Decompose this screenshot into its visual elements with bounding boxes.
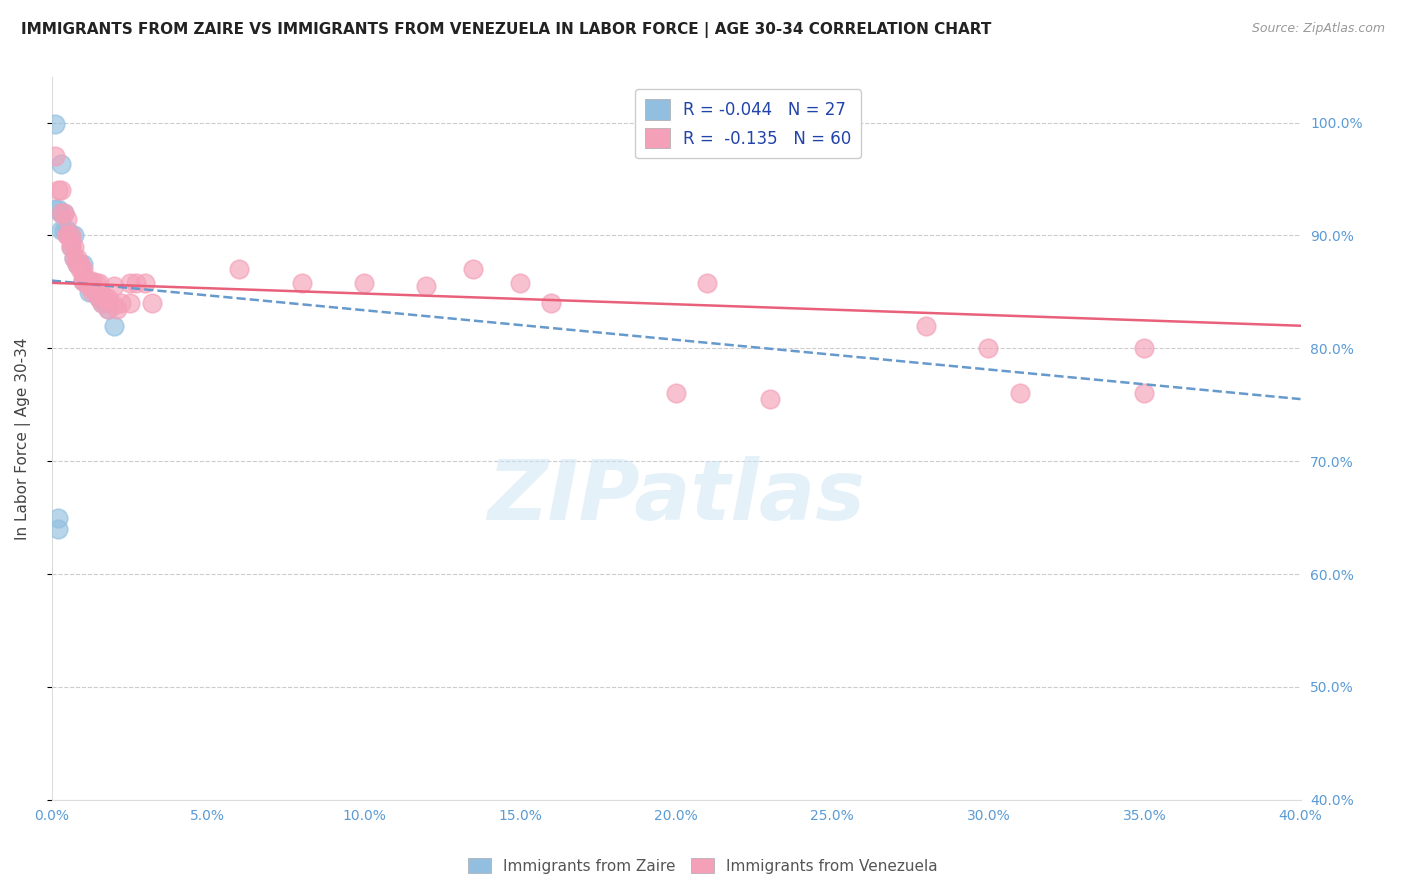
- Point: [56, 228, 79, 243]
- Point: [1133, 341, 1156, 355]
- Point: [46, 510, 69, 524]
- Point: [415, 279, 437, 293]
- Point: [66, 257, 89, 271]
- Point: [90, 287, 112, 301]
- Point: [59, 228, 82, 243]
- Point: [75, 274, 97, 288]
- Point: [56, 211, 79, 226]
- Point: [72, 257, 94, 271]
- Point: [46, 183, 69, 197]
- Point: [82, 285, 104, 299]
- Point: [87, 291, 110, 305]
- Point: [977, 341, 1000, 355]
- Point: [1133, 386, 1156, 401]
- Legend: R = -0.044   N = 27, R =  -0.135   N = 60: R = -0.044 N = 27, R = -0.135 N = 60: [636, 89, 862, 159]
- Point: [759, 392, 782, 406]
- Point: [62, 251, 84, 265]
- Point: [53, 206, 76, 220]
- Text: IMMIGRANTS FROM ZAIRE VS IMMIGRANTS FROM VENEZUELA IN LABOR FORCE | AGE 30-34 CO: IMMIGRANTS FROM ZAIRE VS IMMIGRANTS FROM…: [21, 22, 991, 38]
- Point: [463, 262, 485, 277]
- Point: [79, 274, 101, 288]
- Point: [125, 276, 148, 290]
- Point: [353, 276, 375, 290]
- Point: [59, 234, 82, 248]
- Point: [90, 296, 112, 310]
- Point: [87, 291, 110, 305]
- Point: [82, 279, 104, 293]
- Point: [1008, 386, 1031, 401]
- Point: [59, 228, 82, 243]
- Point: [62, 251, 84, 265]
- Point: [46, 202, 69, 217]
- Point: [75, 274, 97, 288]
- Point: [110, 296, 132, 310]
- Point: [72, 274, 94, 288]
- Point: [665, 386, 688, 401]
- Point: [59, 240, 82, 254]
- Point: [44, 149, 66, 163]
- Point: [105, 301, 128, 316]
- Point: [62, 240, 84, 254]
- Point: [79, 279, 101, 293]
- Point: [103, 279, 125, 293]
- Point: [540, 296, 562, 310]
- Point: [90, 296, 112, 310]
- Point: [118, 296, 141, 310]
- Point: [51, 157, 73, 171]
- Point: [75, 276, 97, 290]
- Point: [134, 276, 156, 290]
- Point: [915, 318, 938, 333]
- Point: [97, 291, 120, 305]
- Text: Source: ZipAtlas.com: Source: ZipAtlas.com: [1251, 22, 1385, 36]
- Point: [72, 274, 94, 288]
- Y-axis label: In Labor Force | Age 30-34: In Labor Force | Age 30-34: [15, 337, 31, 540]
- Point: [46, 522, 69, 536]
- Point: [84, 276, 107, 290]
- Point: [44, 202, 66, 217]
- Point: [228, 262, 250, 277]
- Point: [69, 262, 91, 277]
- Point: [141, 296, 163, 310]
- Point: [72, 262, 94, 277]
- Point: [79, 276, 101, 290]
- Text: ZIPatlas: ZIPatlas: [488, 456, 865, 537]
- Point: [66, 251, 89, 265]
- Point: [97, 301, 120, 316]
- Point: [94, 291, 117, 305]
- Point: [62, 228, 84, 243]
- Point: [103, 298, 125, 312]
- Point: [290, 276, 312, 290]
- Point: [84, 285, 107, 299]
- Point: [118, 276, 141, 290]
- Point: [69, 257, 91, 271]
- Point: [53, 206, 76, 220]
- Point: [87, 276, 110, 290]
- Point: [53, 223, 76, 237]
- Point: [82, 274, 104, 288]
- Point: [509, 276, 531, 290]
- Point: [66, 257, 89, 271]
- Point: [72, 268, 94, 282]
- Point: [56, 223, 79, 237]
- Point: [97, 301, 120, 316]
- Point: [51, 206, 73, 220]
- Point: [103, 318, 125, 333]
- Point: [84, 285, 107, 299]
- Point: [79, 285, 101, 299]
- Point: [51, 206, 73, 220]
- Point: [56, 228, 79, 243]
- Point: [51, 183, 73, 197]
- Legend: Immigrants from Zaire, Immigrants from Venezuela: Immigrants from Zaire, Immigrants from V…: [463, 852, 943, 880]
- Point: [44, 117, 66, 131]
- Point: [69, 257, 91, 271]
- Point: [51, 223, 73, 237]
- Point: [696, 276, 718, 290]
- Point: [59, 240, 82, 254]
